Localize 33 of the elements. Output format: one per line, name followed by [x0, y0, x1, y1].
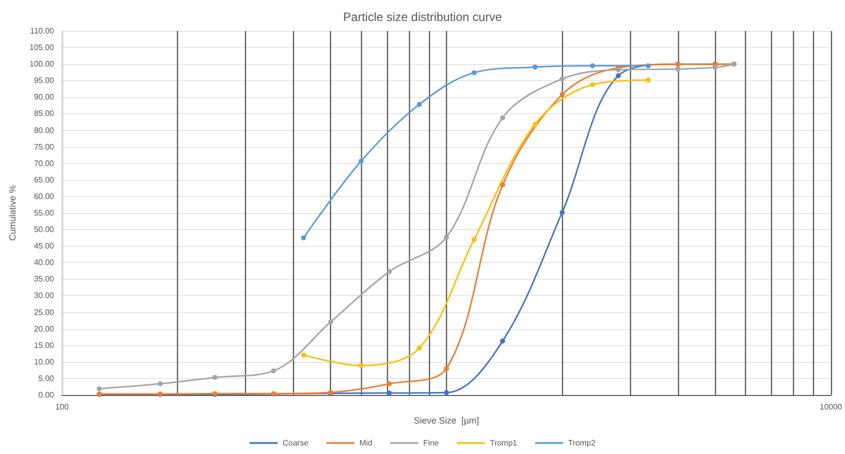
legend-label: Fine — [423, 438, 440, 448]
y-tick-label: 80.00 — [34, 126, 55, 135]
y-axis-title: Cumulative % — [8, 185, 18, 241]
y-tick-label: 95.00 — [34, 76, 55, 86]
y-tick-label: 5.00 — [38, 374, 55, 383]
y-tick-label: 110.00 — [30, 26, 55, 36]
y-tick-label: 75.00 — [34, 142, 55, 152]
y-tick-label: 65.00 — [34, 175, 55, 184]
y-tick-label: 0.00 — [38, 390, 55, 400]
y-tick-label: 35.00 — [34, 274, 55, 284]
y-tick-label: 90.00 — [34, 92, 55, 102]
x-tick-label: 10000 — [820, 402, 843, 412]
legend-label: Tromp2 — [568, 438, 596, 448]
chart-title: Particle size distribution curve — [343, 10, 502, 24]
y-tick-label: 85.00 — [34, 109, 55, 118]
y-tick-label: 40.00 — [34, 258, 55, 268]
legend-label: Tromp1 — [490, 438, 518, 448]
y-tick-label: 60.00 — [34, 192, 55, 201]
y-tick-label: 70.00 — [34, 158, 55, 168]
legend-label: Coarse — [282, 438, 309, 448]
y-tick-label: 55.00 — [34, 208, 55, 218]
y-tick-label: 10.00 — [34, 357, 55, 366]
x-tick-label: 100 — [55, 402, 70, 412]
y-tick-label: 45.00 — [34, 242, 55, 251]
y-tick-label: 100.00 — [30, 60, 55, 69]
y-tick-label: 30.00 — [34, 291, 55, 300]
y-tick-label: 15.00 — [34, 340, 55, 350]
y-tick-label: 105.00 — [30, 43, 55, 52]
x-axis-title: Sieve Size [µm] — [414, 415, 480, 426]
legend-label: Mid — [359, 438, 372, 448]
y-tick-label: 20.00 — [34, 324, 55, 334]
y-tick-label: 25.00 — [34, 308, 55, 317]
y-tick-label: 50.00 — [34, 225, 55, 234]
